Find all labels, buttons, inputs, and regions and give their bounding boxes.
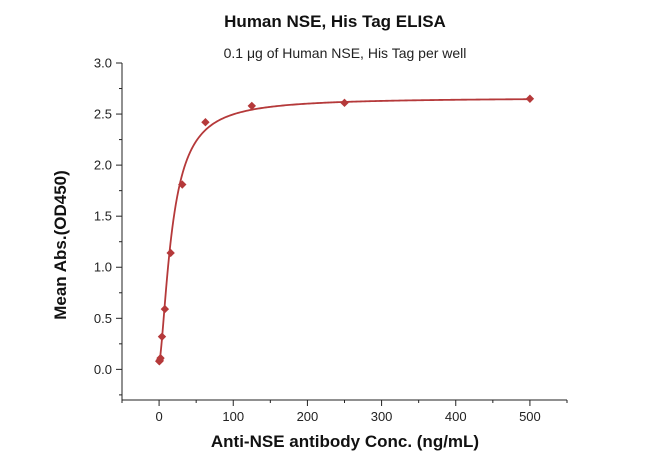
data-point	[340, 98, 349, 108]
axes	[121, 63, 567, 401]
x-tick-label: 100	[222, 409, 244, 424]
y-tick-label: 2.0	[94, 158, 112, 173]
chart-title: Human NSE, His Tag ELISA	[224, 12, 446, 31]
data-point	[157, 332, 167, 341]
data-point	[178, 180, 187, 189]
chart-subtitle: 0.1 μg of Human NSE, His Tag per well	[224, 45, 467, 61]
fit-curve	[158, 98, 530, 363]
ticks: 0.0 0.5 1.0 1.5 2.0 2.5 3.0 0 100 200 300 400 500	[94, 56, 568, 424]
y-tick-label: 2.5	[94, 107, 112, 122]
x-tick-label: 500	[519, 409, 541, 424]
x-tick-label: 0	[155, 409, 162, 424]
data-point	[247, 101, 256, 111]
data-point	[156, 353, 165, 363]
x-tick-label: 400	[445, 409, 467, 424]
x-tick-label: 200	[297, 409, 319, 424]
data-point	[160, 304, 170, 314]
data-points	[155, 94, 535, 366]
y-axis-label: Mean Abs.(OD450)	[51, 170, 70, 320]
y-tick-label: 3.0	[94, 56, 112, 71]
y-tick-label: 0.5	[94, 311, 112, 326]
fit-curve-layer	[158, 98, 530, 363]
y-tick-label: 0.0	[94, 362, 112, 377]
x-axis-label: Anti-NSE antibody Conc. (ng/mL)	[211, 432, 479, 451]
y-tick-label: 1.0	[94, 260, 112, 275]
data-point	[201, 118, 210, 127]
x-tick-label: 300	[371, 409, 393, 424]
y-tick-label: 1.5	[94, 209, 112, 224]
data-point	[166, 248, 175, 258]
data-point	[525, 94, 535, 103]
